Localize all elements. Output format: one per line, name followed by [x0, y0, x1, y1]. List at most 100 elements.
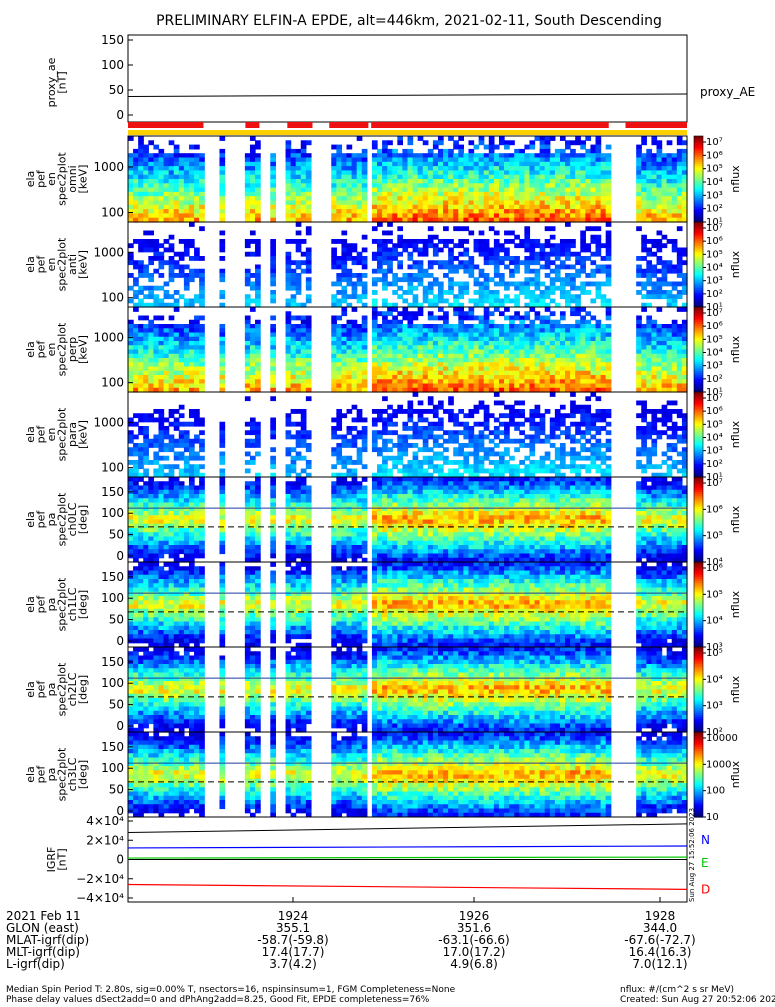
spectrogram-cell [641, 248, 647, 253]
spectrogram-cell [504, 205, 510, 210]
spectrogram-cell [646, 282, 652, 287]
spectrogram-cell [341, 358, 347, 363]
spectrogram-cell [443, 430, 449, 435]
spectrogram-cell [636, 179, 642, 184]
spectrogram-cell [377, 358, 383, 363]
spectrogram-cell [468, 311, 474, 316]
spectrogram-cell [143, 286, 149, 291]
spectrogram-cell [550, 464, 556, 469]
spectrogram-cell [484, 294, 490, 299]
spectrogram-cell [413, 316, 419, 321]
spectrogram-cell [362, 286, 368, 291]
spectrogram-cell [270, 277, 276, 282]
spectrogram-cell [555, 422, 561, 427]
spectrogram-cell [499, 299, 505, 304]
spectrogram-cell [519, 362, 525, 367]
spectrogram-cell [641, 256, 647, 261]
spectrogram-cell [138, 179, 144, 184]
spectrogram-cell [672, 333, 678, 338]
spectrogram-cell [413, 409, 419, 414]
spectrogram-cell [331, 158, 337, 163]
spectrogram-cell [179, 153, 185, 158]
spectrogram-cell [143, 273, 149, 278]
spectrogram-cell [301, 430, 307, 435]
spectrogram-cell [296, 350, 302, 355]
spectrogram-cell [560, 183, 566, 188]
spectrogram-cell [550, 362, 556, 367]
colorbar-tick-label: 10⁵ [706, 249, 723, 260]
spectrogram-cell [158, 341, 164, 346]
spectrogram-cell [331, 192, 337, 197]
spectrogram-cell [463, 328, 469, 333]
spectrogram-cell [301, 196, 307, 201]
spectrogram-cell [158, 213, 164, 218]
spectrogram-cell [535, 256, 541, 261]
spectrogram-cell [245, 367, 251, 372]
spectrogram-cell [479, 166, 485, 171]
spectrogram-cell [128, 201, 134, 206]
spectrogram-cell [397, 435, 403, 440]
spectrogram-cell [474, 213, 480, 218]
spectrogram-cell [448, 196, 454, 201]
spectrogram-cell [291, 460, 297, 465]
spectrogram-cell [357, 341, 363, 346]
spectrogram-cell [448, 469, 454, 474]
spectrogram-cell [372, 341, 378, 346]
spectrogram-cell [585, 311, 591, 316]
spectrogram-cell [448, 290, 454, 295]
spectrogram-cell [504, 316, 510, 321]
spectrogram-cell [499, 311, 505, 316]
spectrogram-cell [148, 350, 154, 355]
spectrogram-cell [529, 166, 535, 171]
spectrogram-cell [402, 158, 408, 163]
spectrogram-cell [580, 316, 586, 321]
spectrogram-cell [194, 145, 200, 150]
spectrogram-cell [408, 320, 414, 325]
spectrogram-cell [606, 213, 612, 218]
spectrogram-cell [448, 201, 454, 206]
spectrogram-cell [504, 188, 510, 193]
spectrogram-cell [443, 354, 449, 359]
spectrogram-cell [590, 239, 596, 244]
spectrogram-cell [484, 256, 490, 261]
spectrogram-cell [148, 277, 154, 282]
spectrogram-cell [174, 337, 180, 342]
spectrogram-cell [468, 213, 474, 218]
spectrogram-cell [408, 362, 414, 367]
spectrogram-cell [372, 362, 378, 367]
spectrogram-cell [413, 443, 419, 448]
spectrogram-cell [189, 354, 195, 359]
spectrogram-cell [662, 337, 668, 342]
spectrogram-cell [545, 162, 551, 167]
spectrogram-cell [529, 362, 535, 367]
spectrogram-cell [580, 333, 586, 338]
spectrogram-cell [418, 136, 424, 141]
spectrogram-cell [347, 282, 353, 287]
spectrogram-cell [291, 299, 297, 304]
spectrogram-cell [535, 337, 541, 342]
spectrogram-cell [245, 341, 251, 346]
spectrogram-cell [550, 277, 556, 282]
spectrogram-cell [133, 153, 139, 158]
spectrogram-cell [555, 350, 561, 355]
spectrogram-cell [199, 290, 205, 295]
spectrogram-cell [479, 136, 485, 141]
spectrogram-cell [504, 350, 510, 355]
spectrogram-cell [184, 265, 190, 270]
spectrogram-cell [596, 354, 602, 359]
spectrogram-cell [570, 188, 576, 193]
spectrogram-cell [575, 273, 581, 278]
spectrogram-cell [636, 379, 642, 384]
spectrogram-cell [250, 162, 256, 167]
spectrogram-cell [169, 409, 175, 414]
spectrogram-cell [499, 362, 505, 367]
spectrogram-cell [179, 422, 185, 427]
spectrogram-cell [565, 282, 571, 287]
spectrogram-cell [219, 350, 225, 355]
spectrogram-cell [402, 354, 408, 359]
spectrogram-cell [133, 158, 139, 163]
spectrogram-cell [560, 418, 566, 423]
spectrogram-cell [657, 269, 663, 274]
spectrogram-cell [245, 192, 251, 197]
spectrogram-cell [504, 196, 510, 201]
